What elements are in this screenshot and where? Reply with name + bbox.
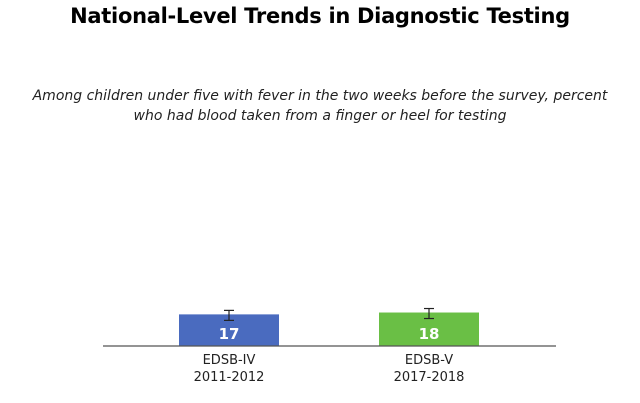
- x-tick-label-1-2: 2011-2012: [194, 370, 265, 385]
- x-tick-label-2-1: EDSB-V: [405, 353, 453, 368]
- subtitle-line-2: who had blood taken from a finger or hee…: [133, 108, 507, 124]
- x-tick-label-2-2: 2017-2018: [394, 370, 465, 385]
- subtitle-line-1: Among children under five with fever in …: [32, 88, 608, 104]
- data-label-2: 18: [419, 325, 440, 343]
- data-label-1: 17: [219, 325, 240, 343]
- chart-title: National-Level Trends in Diagnostic Test…: [70, 4, 570, 28]
- x-tick-label-1-1: EDSB-IV: [203, 353, 256, 368]
- chart-subtitle: Among children under five with fever in …: [20, 86, 620, 126]
